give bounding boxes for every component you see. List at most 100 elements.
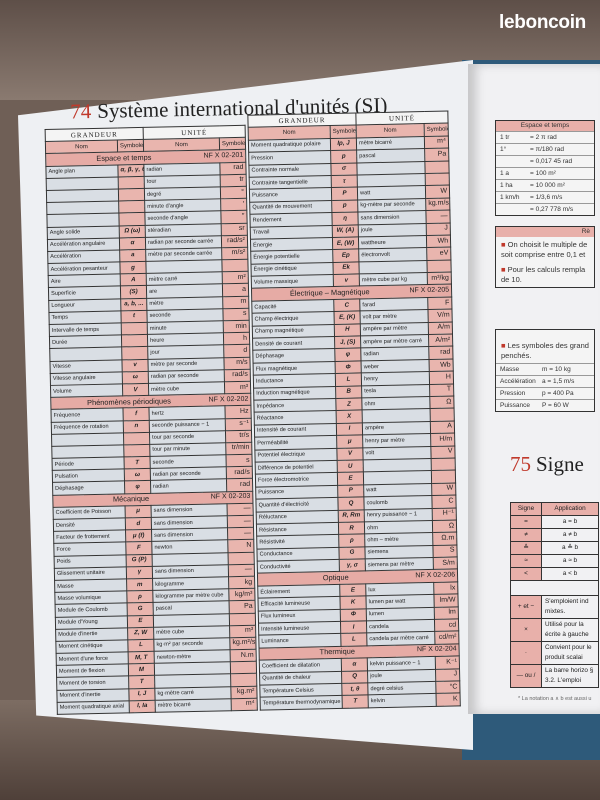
quantity-symbol [118, 212, 146, 226]
unit-symbol: eV [426, 247, 451, 261]
unit-symbol: rad [226, 478, 253, 492]
sign-note-text: S'emploient ind mixtes. [541, 595, 599, 619]
sign-row: = a = b [510, 515, 599, 529]
unit-symbol: m [222, 295, 249, 309]
conversion-unit: 1 a [500, 170, 510, 177]
unit-symbol: A [430, 420, 455, 434]
espace-temps-box: Espace et temps 1 tr = 2 π rad 1° = π/180 r… [495, 120, 595, 216]
header-symbole: Symbole [117, 139, 144, 153]
conversion-row: = 0,27 778 m/s [496, 203, 594, 215]
si-table-left: GRANDEUR UNITÉ Nom Symbole Nom Symbole Espace … [45, 125, 258, 715]
unit-symbol [221, 259, 249, 273]
unit-symbol [426, 259, 452, 273]
quantity-symbol: V [336, 447, 364, 461]
quantity-symbol: M [128, 663, 155, 677]
section-norm: NF X 02-202 [208, 395, 249, 404]
quantity-symbol: E, (K) [334, 311, 361, 325]
quantity-symbol: g [119, 261, 147, 275]
sign-application: a = b [541, 515, 599, 529]
unit-symbol: A/m [428, 321, 453, 335]
signs-table: Signe Application = a = b ≠ a ≠ b ≙ a ≙ b ≈ a ≈ b… [510, 502, 599, 688]
unit-symbol: rad/s [226, 466, 253, 480]
symbol-example-value: p = 400 Pa [542, 390, 574, 397]
sign-row: ≙ a ≙ b [510, 541, 599, 555]
unit-name: kelvin [368, 693, 437, 708]
conversion-unit [496, 156, 530, 167]
quantity-symbol: X [336, 410, 363, 424]
sign-application: a ≈ b [541, 554, 599, 568]
quantity-symbol: v [333, 274, 360, 287]
unit-symbol: H⁻¹ [432, 507, 457, 521]
quantity-symbol: E [339, 583, 366, 597]
quantity-symbol [118, 200, 145, 214]
conversion-value: = 100 m² [530, 170, 556, 177]
conversion-unit [496, 204, 530, 215]
quantity-symbol: I, Ia [129, 700, 156, 713]
unit-symbol: Pa [229, 600, 256, 614]
unit-symbol [228, 551, 255, 565]
quantity-symbol: W, (A) [332, 224, 359, 238]
quantity-symbol: γ [126, 566, 153, 579]
unit-symbol: tr [220, 174, 247, 187]
unit-symbol: rad [219, 161, 247, 175]
symbol-example-row: Masse m = 10 kg [496, 363, 594, 375]
symbol-example-value: a = 1,5 m/s [542, 378, 575, 385]
quantity-symbol: J, (S) [334, 335, 361, 349]
unit-symbol: a [222, 283, 249, 297]
quantity-symbol: v [121, 358, 149, 372]
unit-symbol: — [227, 527, 254, 541]
symbol-example-row: Puissance P = 60 W [496, 399, 594, 411]
quantity-symbol: G [127, 602, 154, 616]
unit-symbol: Ω [432, 519, 457, 533]
quantity-name: Moment quadratique axial [57, 700, 130, 715]
quantity-symbol: σ [330, 162, 358, 176]
quantity-symbol [123, 444, 151, 457]
unit-symbol: H [429, 371, 454, 385]
unit-symbol: s⁻¹ [225, 417, 252, 431]
unit-symbol: Ω.m [432, 532, 457, 546]
unit-symbol: W [431, 482, 456, 496]
unit-symbol: °C [435, 680, 461, 694]
unit-symbol: tr/s [225, 429, 252, 443]
signs-header-row: Signe Application [510, 502, 599, 516]
unit-symbol: A/m² [428, 334, 453, 347]
quantity-symbol: Φ [335, 360, 362, 374]
unit-symbol: m⁴ [424, 135, 449, 149]
quantity-symbol [121, 346, 148, 360]
sign-note-row: — ou / La barre horizo § 3.2. L'emploi [510, 664, 599, 688]
unit-symbol: J [435, 668, 460, 682]
section-75-number: 75 [510, 452, 531, 476]
si-table-right: GRANDEUR UNITÉ Nom Symbole Nom Symbole Moment … [247, 111, 461, 711]
unit-name: mètre bicarré [155, 698, 232, 713]
sign-row: ≠ a ≠ b [510, 528, 599, 542]
unit-symbol: — [425, 210, 451, 224]
unit-symbol: m³/kg [427, 272, 452, 285]
quantity-symbol: η [331, 212, 359, 226]
symbols-box: ■ Les symboles des grand penchés. Masse m… [495, 329, 595, 412]
sign-application: a < b [541, 567, 599, 581]
unit-symbol: rad/s [224, 368, 251, 382]
unit-symbol: — [228, 563, 255, 577]
unit-symbol: ′ [220, 198, 247, 212]
quantity-symbol: R, Rm [338, 509, 365, 523]
quantity-symbol: ω [124, 468, 151, 482]
unit-symbol: K⁻¹ [435, 656, 460, 670]
quantity-symbol: α [119, 237, 146, 250]
unit-symbol [230, 661, 257, 675]
quantity-symbol: α, β, γ, θ, φ etc. [117, 163, 145, 177]
quantity-symbol: ρ [338, 534, 365, 548]
quantity-symbol: L [127, 639, 155, 652]
unit-symbol [424, 160, 450, 174]
symbol-example-row: Pression p = 400 Pa [496, 387, 594, 399]
symbol-example-value: m = 10 kg [542, 366, 571, 373]
header-symbole: Symbole [330, 125, 357, 139]
sign-symbol: ≙ [510, 541, 542, 555]
quantity-symbol: I [340, 620, 367, 634]
section-75-title: 75 Signe [510, 452, 584, 477]
quantity-symbol: R [338, 521, 365, 535]
quantity-symbol: f [122, 407, 150, 421]
quantity-symbol: I [336, 422, 363, 436]
header-unite-symbole: Symbole [219, 137, 246, 151]
quantity-symbol: A [120, 273, 147, 287]
section-norm: NF X 02-204 [416, 645, 457, 654]
